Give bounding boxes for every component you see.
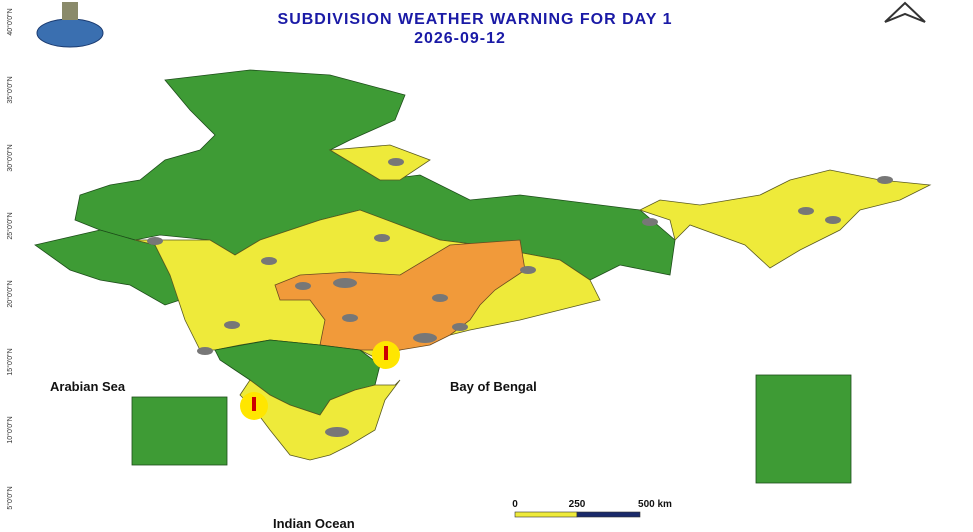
andaman-inset [755,374,852,484]
region-orange [274,239,526,351]
map-date: 2026-09-12 [414,30,506,47]
sea-label: Bay of Bengal [450,379,537,394]
latitude-label: 5°0'0"N [6,486,14,509]
latitude-label: 35°0'0"N [6,76,14,103]
scale-label: 500 km [638,499,672,510]
latitude-label: 10°0'0"N [6,416,14,443]
lakshadweep-inset [131,396,228,466]
sea-label: Indian Ocean [273,516,355,531]
sea-label: Arabian Sea [50,379,126,394]
latitude-label: 40°0'0"N [6,8,14,35]
scale-label: 0 [512,499,518,510]
scale-label: 250 [569,499,586,510]
scale-bar [514,511,641,518]
region-northeast [638,169,932,269]
region-hills [328,144,431,181]
region-south-yellow [239,379,401,461]
warning-icons [147,158,893,437]
north-arrow [884,1,926,23]
map-title: SUBDIVISION WEATHER WARNING FOR DAY 1 [278,11,673,28]
latitude-label: 25°0'0"N [6,212,14,239]
latitude-label: 20°0'0"N [6,280,14,307]
emblem [36,2,104,48]
latitude-label: 15°0'0"N [6,348,14,375]
regions [34,69,932,484]
latitude-label: 30°0'0"N [6,144,14,171]
